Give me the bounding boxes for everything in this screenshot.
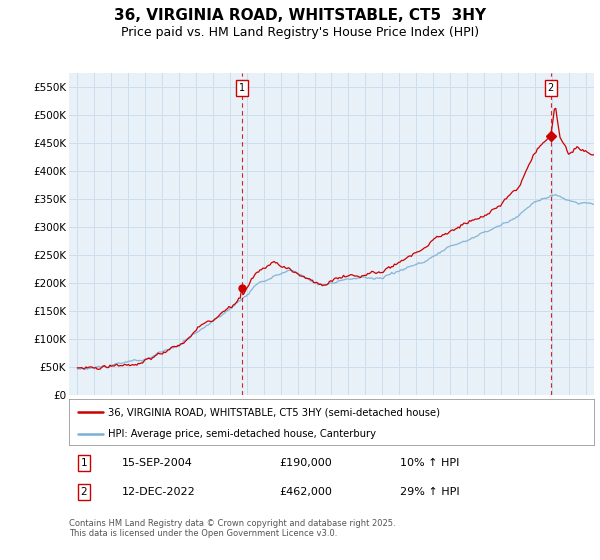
Text: 29% ↑ HPI: 29% ↑ HPI bbox=[400, 487, 460, 497]
Text: 2: 2 bbox=[548, 83, 554, 93]
Text: 1: 1 bbox=[80, 458, 87, 468]
Text: 10% ↑ HPI: 10% ↑ HPI bbox=[400, 458, 459, 468]
Text: 15-SEP-2004: 15-SEP-2004 bbox=[121, 458, 193, 468]
Text: 1: 1 bbox=[239, 83, 245, 93]
Text: Contains HM Land Registry data © Crown copyright and database right 2025.
This d: Contains HM Land Registry data © Crown c… bbox=[69, 519, 395, 539]
Text: 2: 2 bbox=[80, 487, 87, 497]
Text: £462,000: £462,000 bbox=[279, 487, 332, 497]
Text: £190,000: £190,000 bbox=[279, 458, 332, 468]
Text: HPI: Average price, semi-detached house, Canterbury: HPI: Average price, semi-detached house,… bbox=[109, 429, 376, 438]
Text: 12-DEC-2022: 12-DEC-2022 bbox=[121, 487, 195, 497]
Text: 36, VIRGINIA ROAD, WHITSTABLE, CT5 3HY (semi-detached house): 36, VIRGINIA ROAD, WHITSTABLE, CT5 3HY (… bbox=[109, 407, 440, 417]
Text: 36, VIRGINIA ROAD, WHITSTABLE, CT5  3HY: 36, VIRGINIA ROAD, WHITSTABLE, CT5 3HY bbox=[114, 8, 486, 24]
Text: Price paid vs. HM Land Registry's House Price Index (HPI): Price paid vs. HM Land Registry's House … bbox=[121, 26, 479, 39]
